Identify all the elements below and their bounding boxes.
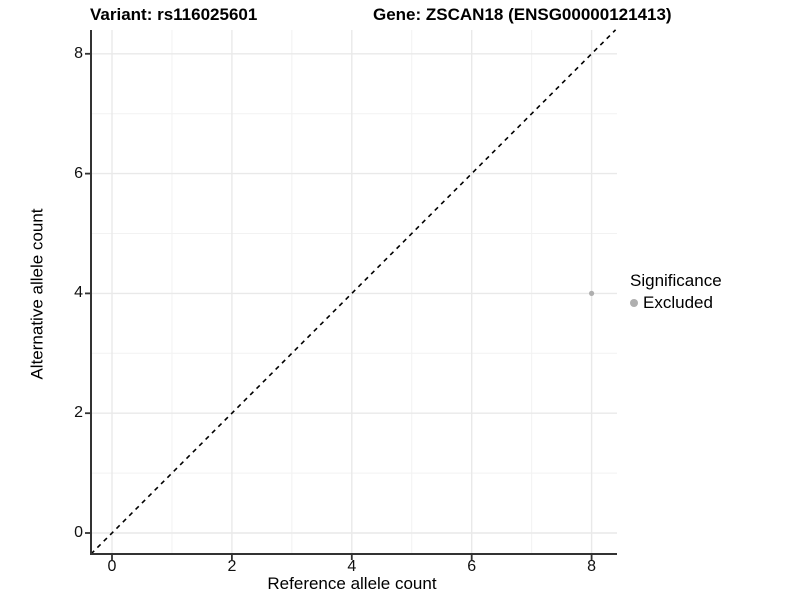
legend: Significance Excluded [630, 271, 722, 313]
y-axis-title: Alternative allele count [27, 208, 47, 380]
legend-title: Significance [630, 271, 722, 290]
plot-title-gene: Gene: ZSCAN18 (ENSG00000121413) [373, 5, 672, 24]
legend-item-label: Excluded [643, 293, 713, 312]
y-tick-label: 2 [74, 404, 83, 422]
x-tick-label: 2 [227, 558, 237, 575]
x-tick-label: 8 [587, 558, 597, 575]
legend-item-excluded: Excluded [630, 293, 722, 313]
y-tick-label: 6 [74, 164, 83, 182]
identity-dashed-line [90, 29, 617, 555]
data-point [589, 290, 595, 296]
y-tick-label: 0 [74, 524, 83, 541]
y-tick-label: 8 [74, 44, 83, 62]
x-axis-title: Reference allele count [267, 574, 437, 593]
y-tick-label: 4 [74, 284, 83, 302]
x-tick-label: 4 [347, 558, 357, 575]
plot-title-variant: Variant: rs116025601 [90, 5, 258, 24]
x-tick-label: 0 [107, 558, 117, 575]
x-tick-label: 6 [467, 558, 477, 575]
excluded-point-icon [630, 299, 638, 307]
